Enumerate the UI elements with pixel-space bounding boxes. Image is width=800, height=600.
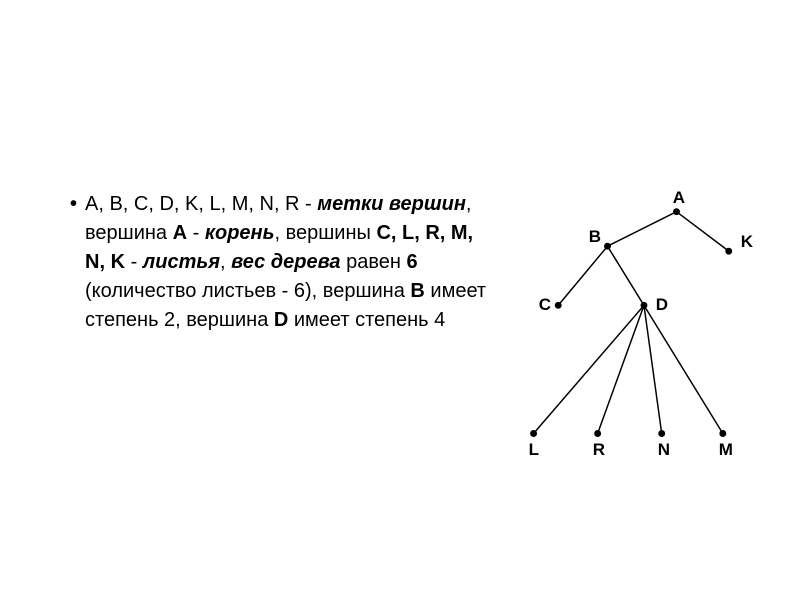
tree-node-label-C: C [539, 295, 551, 315]
text-part: равен [341, 251, 407, 273]
text-part: (количество листьев - 6), вершина [85, 280, 410, 302]
tree-edge [607, 212, 676, 246]
tree-node-label-A: A [673, 188, 685, 208]
tree-edge [533, 305, 643, 433]
tree-node-N [658, 430, 665, 437]
tree-node-C [555, 302, 562, 309]
text-part: A, B, C, D, K, L, M, N, R - [85, 193, 317, 215]
node-A-ref: A [173, 222, 187, 244]
text-part: , вершины [275, 222, 377, 244]
tree-node-label-L: L [529, 440, 539, 460]
tree-node-M [719, 430, 726, 437]
term-leaves: листья [143, 251, 220, 273]
tree-node-label-D: D [656, 295, 668, 315]
node-B-ref: B [410, 280, 424, 302]
term-root: корень [205, 222, 275, 244]
tree-edge [644, 305, 662, 433]
tree-diagram: A B K C D L R N M [504, 190, 770, 470]
weight-value: 6 [406, 251, 417, 273]
tree-edge [644, 305, 723, 433]
tree-edge [598, 305, 644, 433]
tree-node-label-M: M [719, 440, 733, 460]
tree-node-label-N: N [658, 440, 670, 460]
tree-node-label-R: R [593, 440, 605, 460]
tree-node-label-B: B [589, 227, 601, 247]
text-part: - [187, 222, 205, 244]
tree-node-D [640, 302, 647, 309]
tree-svg [504, 190, 770, 470]
tree-edge [607, 246, 643, 305]
tree-node-K [725, 248, 732, 255]
tree-edge [676, 212, 728, 251]
text-part: имеет степень 4 [288, 309, 445, 331]
tree-node-B [604, 243, 611, 250]
description-text: A, B, C, D, K, L, M, N, R - метки вершин… [70, 190, 494, 470]
term-weight: вес дерева [231, 251, 340, 273]
node-D-ref: D [274, 309, 288, 331]
text-part: , [220, 251, 231, 273]
tree-node-L [530, 430, 537, 437]
tree-node-R [594, 430, 601, 437]
term-vertex-labels: метки вершин [317, 193, 466, 215]
tree-node-label-K: K [741, 232, 753, 252]
text-part: - [125, 251, 143, 273]
tree-node-A [673, 208, 680, 215]
tree-edge [558, 246, 607, 305]
